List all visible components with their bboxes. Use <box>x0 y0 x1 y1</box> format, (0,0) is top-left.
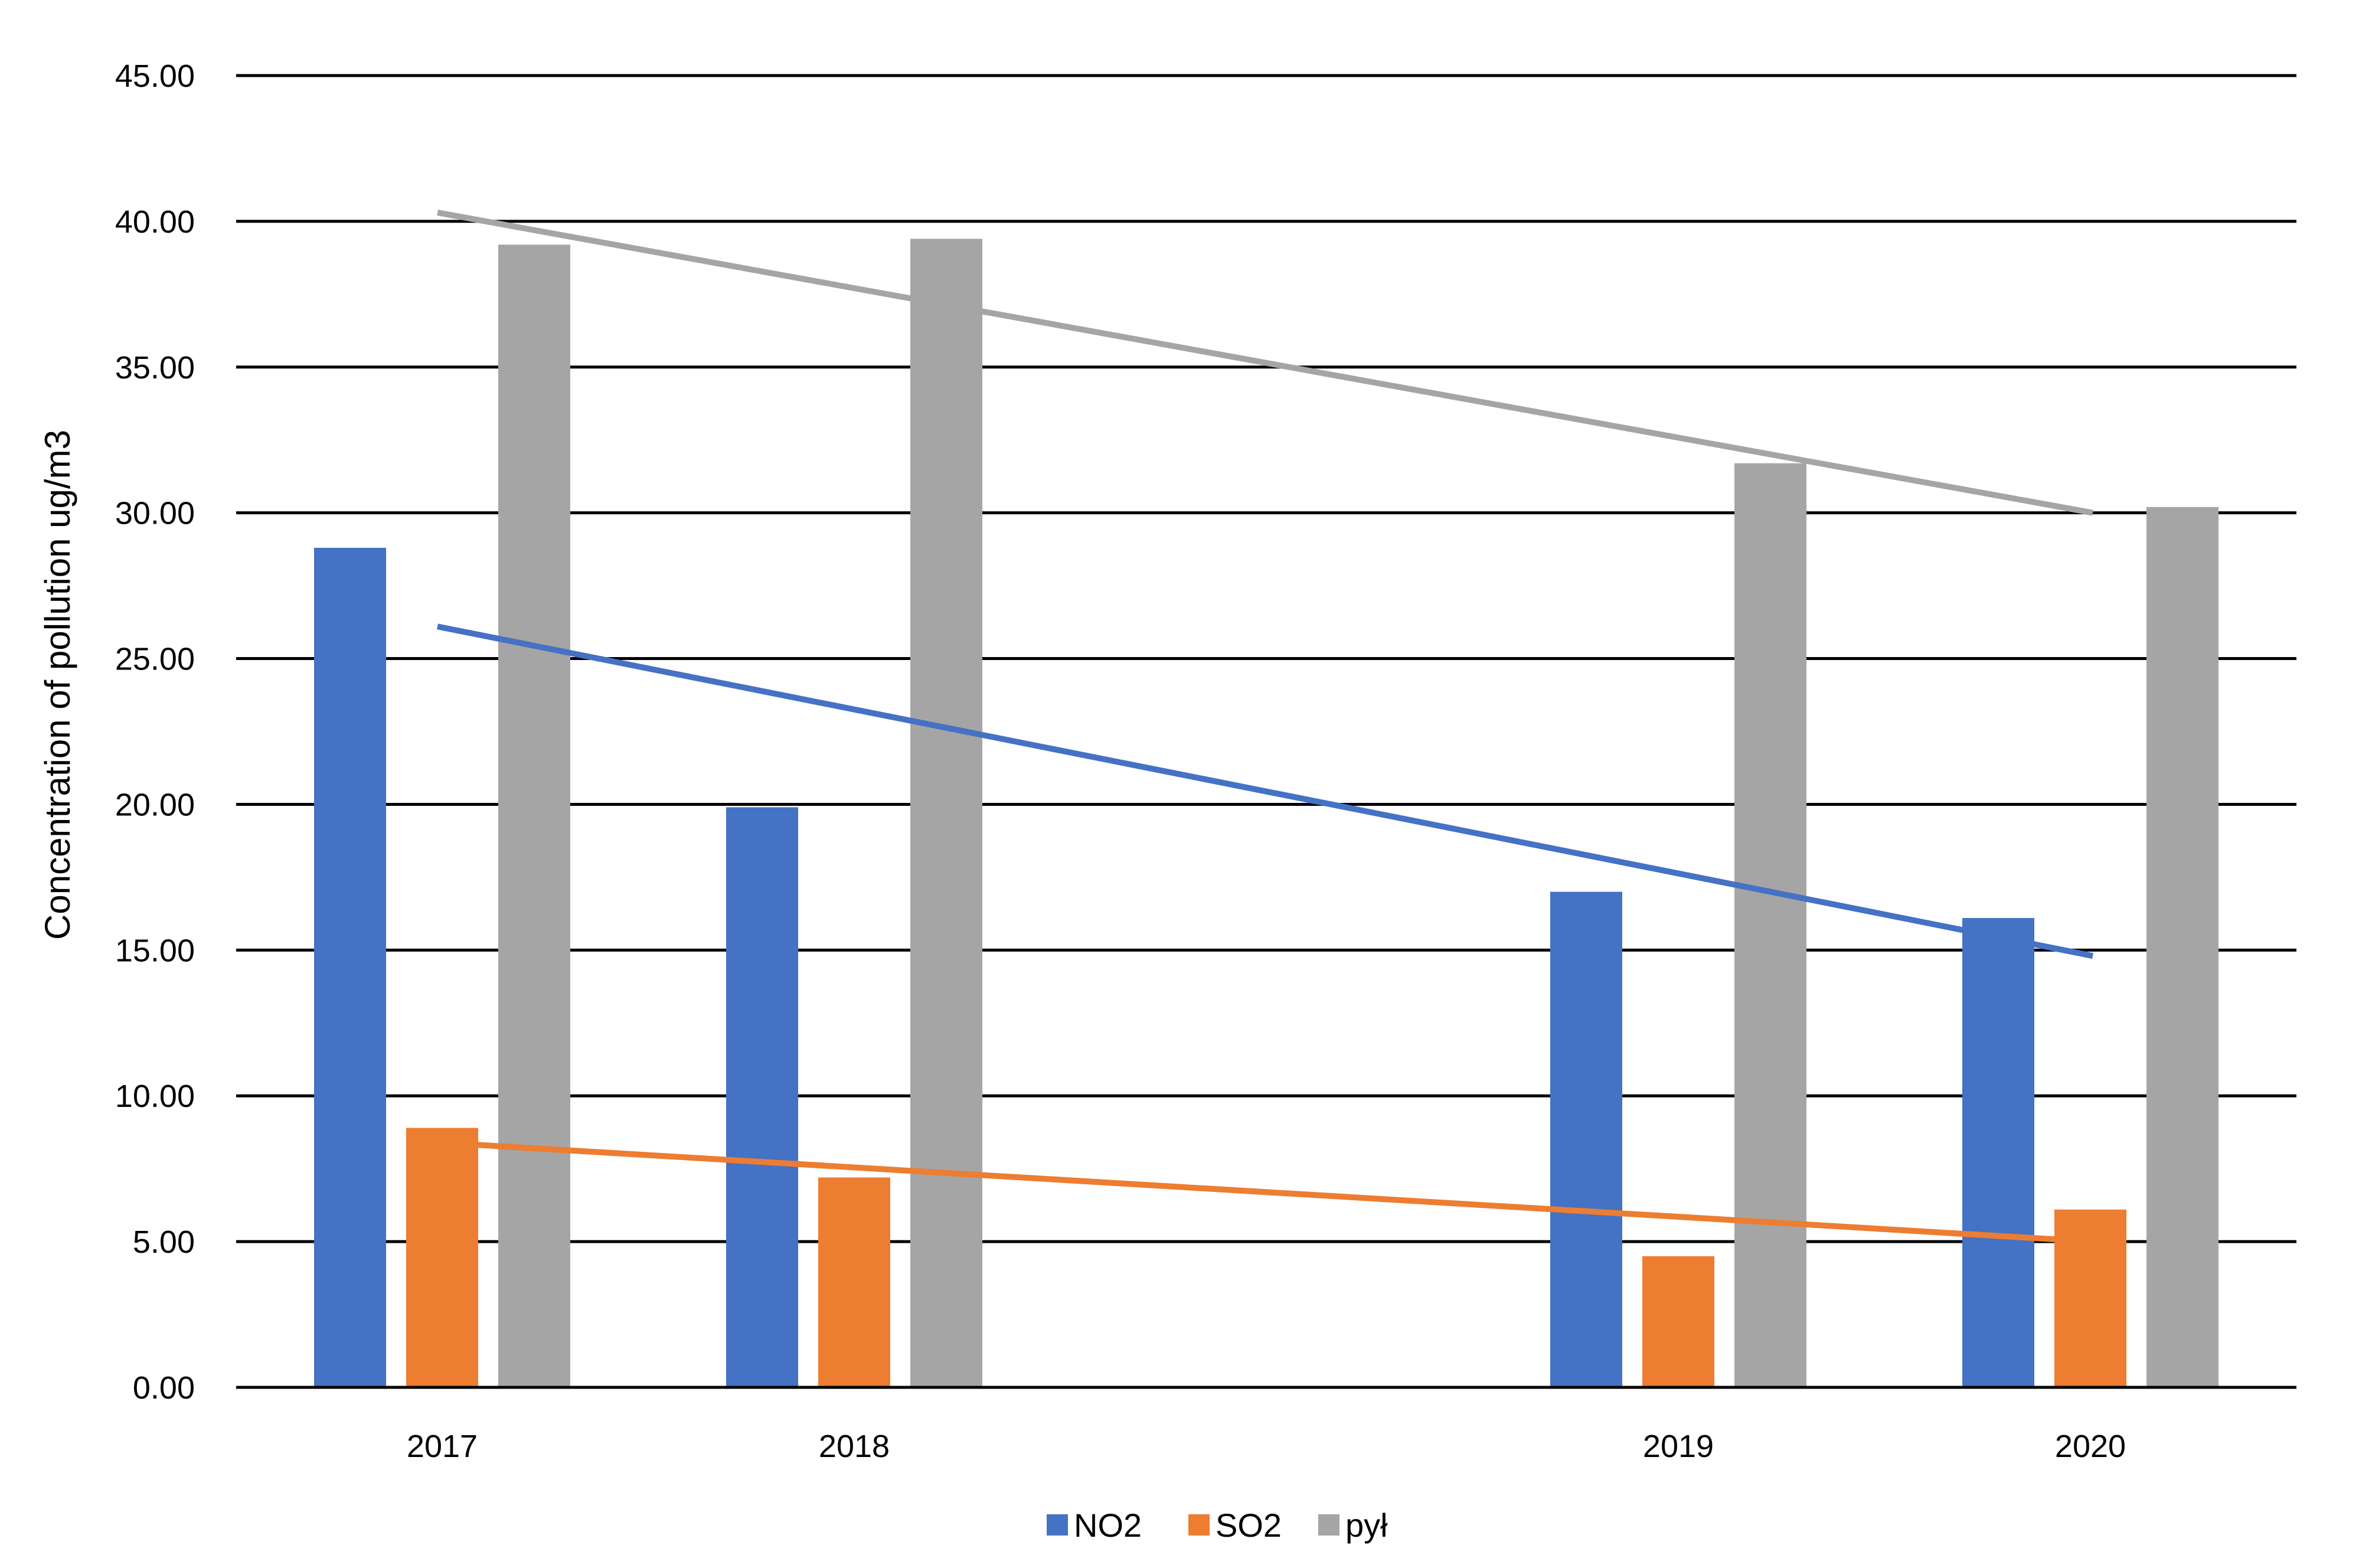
bar-pył-2018 <box>910 239 982 1387</box>
trendlines <box>437 210 2093 1245</box>
y-tick-label: 0.00 <box>133 1370 195 1406</box>
y-tick-label: 40.00 <box>115 204 195 240</box>
bar-NO2-2018 <box>726 807 798 1387</box>
bar-pył-2020 <box>2146 507 2218 1387</box>
trendline-SO2 <box>437 1139 2093 1245</box>
x-axis-ticks: 2017 2018 2019 2020 <box>407 1429 2126 1464</box>
trendline-NO2 <box>437 623 2093 959</box>
bar-NO2-2017 <box>314 547 386 1388</box>
legend-swatch-SO2 <box>1188 1514 1210 1536</box>
y-tick-label: 15.00 <box>115 933 195 968</box>
legend-label-SO2: SO2 <box>1216 1507 1282 1544</box>
bar-SO2-2020 <box>2054 1209 2126 1387</box>
y-axis-title: Concentration of pollution ug/m3 <box>38 430 77 940</box>
legend-swatch-NO2 <box>1047 1514 1068 1536</box>
legend-label-NO2: NO2 <box>1074 1507 1142 1544</box>
bars <box>236 239 2296 1389</box>
bar-pył-2019 <box>1734 463 1806 1388</box>
y-tick-label: 20.00 <box>115 787 195 822</box>
y-tick-label: 30.00 <box>115 496 195 531</box>
y-tick-label: 25.00 <box>115 642 195 677</box>
bar-SO2-2017 <box>406 1128 478 1387</box>
y-tick-label: 5.00 <box>133 1224 195 1260</box>
bar-SO2-2019 <box>1642 1256 1714 1387</box>
x-tick-label: 2017 <box>407 1429 478 1464</box>
y-axis-ticks: 0.00 5.00 10.00 15.00 20.00 25.00 30.00 35.00 40… <box>115 58 195 1406</box>
bar-pył-2017 <box>498 244 570 1387</box>
y-tick-label: 45.00 <box>115 58 195 94</box>
bar-SO2-2018 <box>818 1177 890 1387</box>
x-tick-label: 2018 <box>819 1429 890 1464</box>
bar-NO2-2020 <box>1962 918 2034 1387</box>
x-tick-label: 2019 <box>1643 1429 1714 1464</box>
legend-label-pył: pył <box>1345 1507 1388 1544</box>
gridlines <box>236 74 2296 1389</box>
y-tick-label: 35.00 <box>115 350 195 386</box>
y-tick-label: 10.00 <box>115 1079 195 1114</box>
legend: NO2 SO2 pył <box>1047 1507 1388 1544</box>
legend-swatch-pył <box>1318 1514 1339 1536</box>
trendline-pył <box>437 210 2093 516</box>
bar-NO2-2019 <box>1550 891 1622 1387</box>
x-tick-label: 2020 <box>2055 1429 2126 1464</box>
